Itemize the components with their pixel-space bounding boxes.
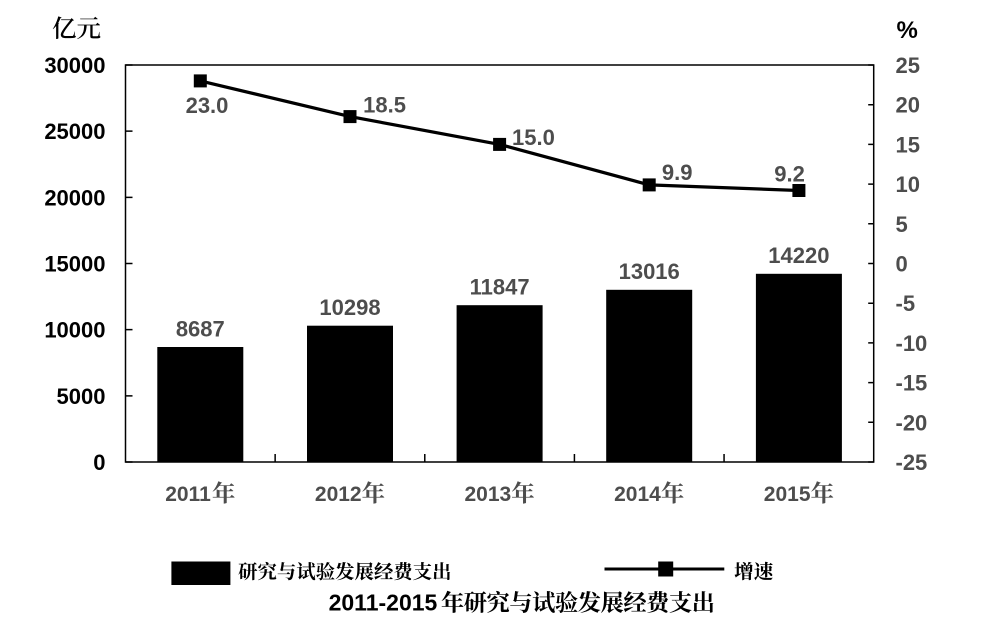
svg-text:9.9: 9.9 <box>662 160 693 185</box>
svg-text:0: 0 <box>896 252 908 277</box>
svg-text:25000: 25000 <box>44 119 105 144</box>
svg-text:2012: 2012 <box>315 483 362 506</box>
svg-text:5: 5 <box>896 212 908 237</box>
svg-text:2011: 2011 <box>165 483 211 506</box>
svg-text:10: 10 <box>896 172 920 197</box>
svg-text:11847: 11847 <box>470 275 530 300</box>
svg-text:2014: 2014 <box>614 483 661 506</box>
svg-text:-15: -15 <box>896 371 928 396</box>
svg-text:0: 0 <box>93 450 105 475</box>
svg-text:25: 25 <box>896 53 920 78</box>
svg-text:15000: 15000 <box>44 252 105 277</box>
svg-text:-10: -10 <box>896 331 928 356</box>
svg-text:20: 20 <box>896 93 920 118</box>
svg-text:2015: 2015 <box>764 483 811 506</box>
svg-text:%: % <box>897 17 918 44</box>
svg-text:20000: 20000 <box>44 185 105 210</box>
svg-text:18.5: 18.5 <box>363 93 406 118</box>
svg-text:9.2: 9.2 <box>774 162 805 187</box>
svg-text:10000: 10000 <box>44 318 105 343</box>
svg-text:-20: -20 <box>896 410 928 435</box>
svg-text:14220: 14220 <box>768 243 829 268</box>
svg-text:30000: 30000 <box>44 53 105 78</box>
svg-text:5000: 5000 <box>57 384 106 409</box>
svg-text:15: 15 <box>896 132 920 157</box>
svg-text:23.0: 23.0 <box>186 93 229 118</box>
svg-text:10298: 10298 <box>319 295 380 320</box>
svg-text:2013: 2013 <box>465 483 512 506</box>
svg-text:2011-2015: 2011-2015 <box>329 590 438 616</box>
svg-text:-5: -5 <box>896 291 916 316</box>
svg-text:15.0: 15.0 <box>512 125 555 150</box>
svg-text:-25: -25 <box>896 450 928 475</box>
svg-text:8687: 8687 <box>176 316 225 341</box>
svg-text:13016: 13016 <box>619 259 680 284</box>
